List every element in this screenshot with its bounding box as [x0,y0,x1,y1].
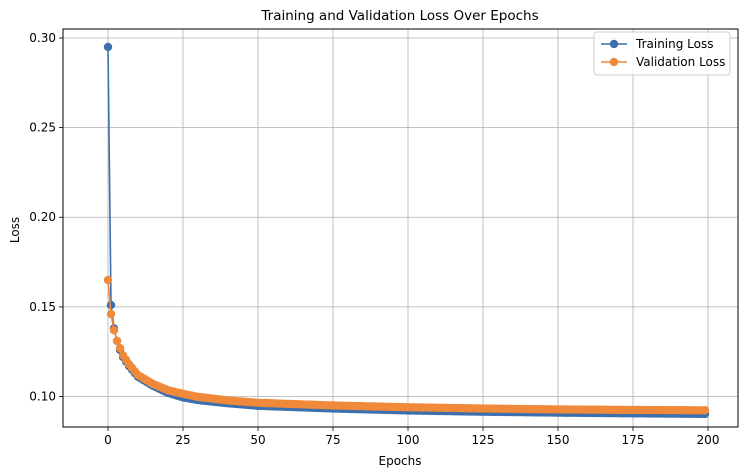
x-tick-label: 75 [325,433,340,447]
x-axis: 0 25 50 75 100 125 150 175 200 [104,427,719,447]
x-axis-label: Epochs [379,454,422,468]
y-axis: 0.10 0.15 0.20 0.25 0.30 [29,31,63,404]
x-tick-label: 25 [175,433,190,447]
x-tick-label: 175 [622,433,645,447]
y-tick-label: 0.25 [29,121,56,135]
y-tick-label: 0.30 [29,31,56,45]
x-tick-label: 100 [397,433,420,447]
legend-marker-training [609,39,619,49]
y-tick-label: 0.10 [29,390,56,404]
legend-label-training: Training Loss [635,37,713,51]
series-training-loss [103,42,710,419]
data-point [700,406,710,415]
series-line [107,279,706,412]
x-tick-label: 0 [104,433,112,447]
x-tick-label: 50 [250,433,265,447]
legend: Training Loss Validation Loss [593,31,731,76]
x-tick-label: 150 [547,433,570,447]
legend-marker-validation [609,57,619,67]
y-tick-label: 0.20 [29,210,56,224]
data-point [112,336,122,346]
legend-label-validation: Validation Loss [636,55,725,69]
y-axis-label: Loss [8,217,22,243]
series-line [107,46,706,415]
legend-box [593,31,731,76]
data-point [106,309,116,319]
chart-title: Training and Validation Loss Over Epochs [260,8,538,24]
data-point [115,343,125,353]
data-point [103,42,113,52]
data-point [103,275,113,285]
x-tick-label: 200 [697,433,720,447]
grid-lines [63,29,738,427]
series-validation-loss [103,275,710,415]
plot-area [62,28,739,428]
y-tick-label: 0.15 [29,300,56,314]
series-layer [103,42,710,419]
x-tick-label: 125 [472,433,495,447]
data-point [109,325,119,335]
